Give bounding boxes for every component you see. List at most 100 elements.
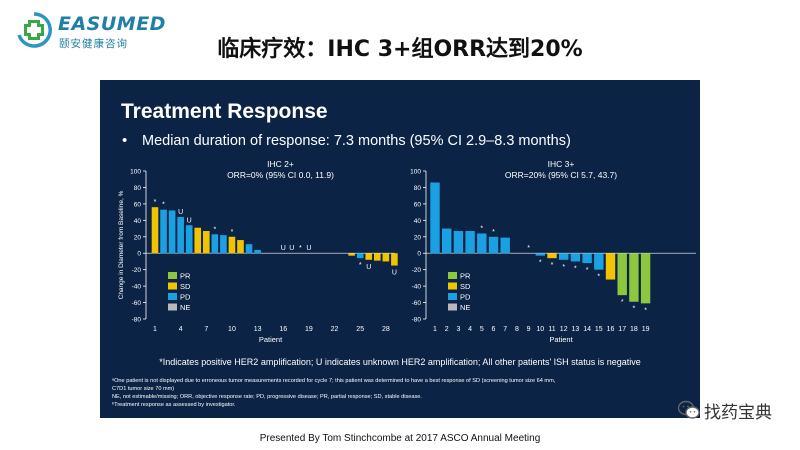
wechat-icon <box>678 400 700 419</box>
y-tick-label: 20 <box>134 234 142 241</box>
bar-patient-8 <box>211 234 219 254</box>
bar-patient-15 <box>594 253 604 270</box>
logo-name: EASUMED <box>58 13 166 35</box>
bar-annotation: * <box>562 264 565 271</box>
x-tick-label: 12 <box>560 326 568 333</box>
waterfall-chart-ihc2: IHC 2+ORR=0% (95% CI 0.0, 11.9)100806040… <box>118 159 398 344</box>
bar-patient-25 <box>356 253 364 259</box>
bar-patient-18 <box>629 253 639 302</box>
legend-label-pd: PD <box>180 293 191 302</box>
bar-patient-2 <box>442 228 452 254</box>
y-tick-label: 60 <box>134 201 142 208</box>
x-tick-label: 22 <box>331 326 339 333</box>
x-tick-label: 8 <box>515 326 519 333</box>
y-tick-label: 80 <box>414 185 422 192</box>
y-tick-label: 100 <box>130 169 141 176</box>
x-tick-label: 6 <box>492 326 496 333</box>
bar-annotation: * <box>527 245 530 252</box>
y-tick-label: 40 <box>414 218 422 225</box>
legend-label-pr: PR <box>460 272 471 281</box>
bar-annotation: U <box>178 209 183 216</box>
x-tick-label: 13 <box>572 326 580 333</box>
bar-patient-4 <box>177 217 184 254</box>
legend-label-sd: SD <box>180 282 191 291</box>
y-tick-label: 0 <box>417 251 421 258</box>
bar-annotation: * <box>480 225 483 232</box>
bar-patient-9 <box>220 235 227 254</box>
chart-subtitle: ORR=0% (95% CI 0.0, 11.9) <box>227 170 334 180</box>
x-tick-label: 11 <box>548 326 555 333</box>
legend-swatch-sd <box>448 282 457 290</box>
bar-patient-28 <box>382 253 390 262</box>
y-tick-label: 100 <box>410 169 421 176</box>
y-axis-label: Change in Diameter from Baseline, % <box>118 190 125 299</box>
x-tick-label: 7 <box>503 326 507 333</box>
bar-patient-13 <box>570 253 581 262</box>
x-tick-label: 4 <box>468 326 472 333</box>
legend-swatch-sd <box>168 282 177 290</box>
bar-annotation: * <box>644 307 647 314</box>
cross-logo-icon <box>17 12 52 48</box>
y-tick-label: 40 <box>134 218 142 225</box>
x-tick-label: 3 <box>456 326 460 333</box>
chart-title: IHC 3+ <box>548 159 575 169</box>
y-tick-label: -40 <box>132 284 142 291</box>
y-tick-label: -60 <box>412 300 422 307</box>
y-tick-label: -80 <box>132 317 142 324</box>
bar-patient-7 <box>500 237 510 254</box>
x-tick-label: 9 <box>527 326 531 333</box>
bar-patient-2 <box>160 209 167 254</box>
legend-label-ne: NE <box>180 303 190 312</box>
bar-patient-29 <box>391 253 398 266</box>
bar-annotation: * <box>359 262 362 269</box>
bar-annotation: U <box>289 245 294 252</box>
watermark-text: 找药宝典 <box>704 403 772 423</box>
fine-print-4: ᵇTreatment response as assessed by inves… <box>112 401 236 408</box>
x-tick-label: 5 <box>480 326 484 333</box>
bar-patient-10 <box>535 253 545 256</box>
x-tick-label: 18 <box>630 326 638 333</box>
x-tick-label: 19 <box>305 326 313 333</box>
bar-annotation: * <box>574 265 577 272</box>
y-tick-label: 0 <box>137 251 141 258</box>
fine-print-2: C7D1 tumor size 70 mm) <box>112 386 174 392</box>
bar-annotation: * <box>492 229 495 236</box>
bar-patient-12 <box>559 253 569 260</box>
bar-patient-27 <box>374 253 381 261</box>
bar-patient-3 <box>453 231 464 254</box>
bar-patient-16 <box>605 253 616 280</box>
x-tick-label: 4 <box>179 326 183 333</box>
x-tick-label: 1 <box>433 326 437 333</box>
bar-annotation: * <box>162 202 165 209</box>
y-tick-label: 80 <box>134 185 142 192</box>
slide-title: 临床疗效：IHC 3+组ORR达到20% <box>217 37 583 62</box>
legend-swatch-pr <box>448 272 457 279</box>
x-tick-label: 7 <box>204 326 208 333</box>
legend-swatch-ne <box>448 303 457 311</box>
bar-patient-6 <box>488 236 499 254</box>
x-axis-label: Patient <box>259 335 283 344</box>
bar-patient-11 <box>547 253 557 259</box>
bar-annotation: * <box>586 267 589 274</box>
y-tick-label: 60 <box>414 201 422 208</box>
bar-annotation: * <box>597 274 600 281</box>
bar-annotation: U <box>306 245 311 252</box>
x-tick-label: 10 <box>228 326 236 333</box>
x-tick-label: 14 <box>583 326 591 333</box>
bullet-mark: • <box>122 132 127 149</box>
logo: EASUMED 颐安健康咨询 <box>16 12 165 52</box>
waterfall-chart-ihc3: IHC 3+ORR=20% (95% CI 5.7, 43.7)10080604… <box>410 159 696 344</box>
x-tick-label: 28 <box>382 326 390 333</box>
legend-label-ne: NE <box>460 303 470 312</box>
x-tick-label: 2 <box>445 326 449 333</box>
bar-annotation: * <box>633 306 636 313</box>
legend-swatch-pr <box>168 272 177 279</box>
bar-annotation: * <box>551 262 554 269</box>
footnote-main: *Indicates positive HER2 amplification; … <box>159 357 640 367</box>
x-tick-label: 13 <box>254 326 262 333</box>
bar-patient-12 <box>245 244 253 254</box>
bar-patient-5 <box>185 225 193 254</box>
fine-print-1: ᵃOne patient is not displayed due to err… <box>112 378 556 384</box>
bar-patient-7 <box>203 231 210 254</box>
x-tick-label: 16 <box>607 326 615 333</box>
